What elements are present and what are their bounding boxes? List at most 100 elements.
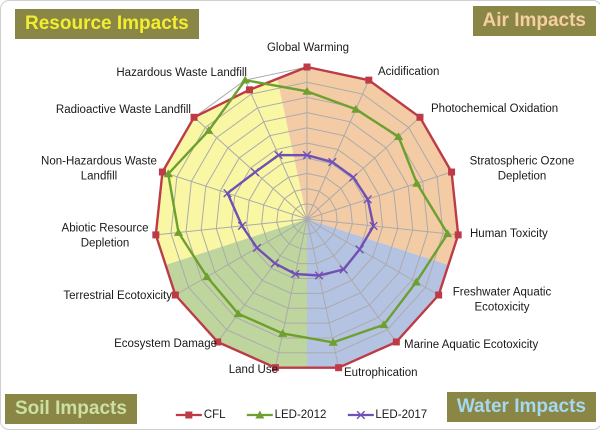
square-marker-icon [190,113,198,121]
x-marker-icon [223,188,232,198]
triangle-marker-icon [302,86,312,95]
grid-spoke [193,116,308,220]
x-marker-icon [314,271,324,280]
square-marker-icon [365,76,373,84]
axis-label-eutrophication: Eutrophication [344,366,418,381]
x-marker-icon [363,194,373,204]
triangle-marker-icon [163,169,173,178]
axis-label-land-use: Land Use [229,363,278,378]
axis-label-human-toxicity: Human Toxicity [470,227,548,242]
axis-label-marine-aquatic-ecotoxicity: Marine Aquatic Ecotoxicity [404,338,538,353]
x-marker-icon [328,157,337,167]
x-marker-icon [250,167,260,177]
square-marker-icon [152,231,160,239]
x-marker-icon [291,269,300,279]
axis-label-line: Stratospheric Ozone [469,155,575,168]
air-impacts-label: Air Impacts [482,10,586,31]
grid-spoke [175,218,308,296]
square-legend-marker [175,411,202,419]
x-marker-icon [274,150,283,160]
chart-legend: CFL LED-2012 LED-2017 [175,409,427,421]
grid-ring [276,188,338,250]
triangle-marker-icon [411,277,421,286]
grid-spoke [306,79,370,220]
axis-label-line: Non-Hazardous Waste [41,155,157,168]
x-marker-icon [270,258,280,268]
axis-label-line: Freshwater Aquatic [452,286,552,299]
led-2012-series-marker-icon [246,409,274,421]
grid-ring [261,172,353,265]
axis-label-line: Marine Aquatic Ecotoxicity [404,338,539,351]
grid-spoke [155,218,308,236]
air-impacts-box: Air Impacts [472,6,596,36]
grid-spoke [217,218,308,343]
square-marker-icon [214,338,222,346]
series-led-2012 [163,75,453,346]
square-marker-icon [246,86,253,94]
soil-impacts-label: Soil Impacts [15,398,127,419]
axis-label-line: Acidification [378,65,440,78]
axis-label-non-hazardous-waste-landfill: Non-Hazardous Waste Landfill [41,155,157,184]
axis-label-line: Ecosystem Damage [114,337,217,350]
water-impacts-box: Water Impacts [446,392,596,422]
square-marker-icon [392,338,400,346]
grid-ring [291,203,323,235]
grid-ring [246,157,368,279]
triangle-marker-icon [278,329,288,337]
series-led-2017 [223,150,378,280]
series-cfl [152,63,462,372]
triangle-marker-icon [328,338,338,346]
square-marker-icon [303,63,311,71]
soil-impacts-box: Soil Impacts [5,394,137,424]
axis-label-line: Land Use [228,363,278,376]
legend-label-led-2017: LED-2017 [375,409,428,421]
series-line-led-2012 [167,78,449,344]
square-marker-icon [435,291,443,299]
resource-impacts-label: Resource Impacts [25,13,189,34]
triangle-marker-icon [442,229,453,238]
axis-label-line: Landfill [80,170,118,182]
legend-label-cfl: CFL [203,409,226,421]
axis-label-acidification: Acidification [378,65,439,80]
grid-spoke [306,116,421,220]
axis-label-terrestrial-ecotoxicity: Terrestrial Ecotoxicity [63,289,172,304]
wedge-resource [155,67,307,294]
axis-label-abiotic-resource-depletion: Abiotic Resource Depletion [62,222,149,251]
cfl-series-marker-icon [175,409,203,421]
grid-ring [170,81,444,354]
grid-spoke [162,171,308,220]
legend-item-led-2017: LED-2017 [346,409,427,421]
series-line-cfl [154,65,460,369]
grid-ring [215,127,399,309]
x-legend-marker [347,410,374,420]
resource-impacts-box: Resource Impacts [15,9,199,39]
grid-spoke [244,79,308,220]
triangle-marker-icon [393,132,404,141]
square-marker-icon [271,364,279,372]
triangle-marker-icon [240,75,250,84]
triangle-marker-icon [412,178,422,187]
x-marker-icon [369,221,378,231]
triangle-marker-icon [202,272,212,281]
triangle-marker-icon [204,126,214,134]
axis-label-photochemical-oxidation: Photochemical Oxidation [431,102,558,117]
legend-item-cfl: CFL [175,409,226,421]
axis-label-line: Depletion [80,237,130,249]
square-marker-icon [416,113,424,121]
axis-label-line: Ecotoxicity [474,301,530,313]
square-marker-icon [335,364,343,372]
triangle-marker-icon [351,104,361,113]
legend-item-led-2012: LED-2012 [246,409,327,421]
wedge-air [256,67,459,294]
triangle-marker-icon [233,309,243,318]
x-marker-icon [349,173,358,182]
axis-label-line: Abiotic Resource [61,222,149,235]
legend-label-led-2012: LED-2012 [274,409,327,421]
triangle-legend-marker [246,410,273,419]
grid-spoke [306,218,397,343]
x-marker-icon [302,150,312,160]
triangle-marker-icon [379,320,389,329]
x-marker-icon [237,221,247,231]
